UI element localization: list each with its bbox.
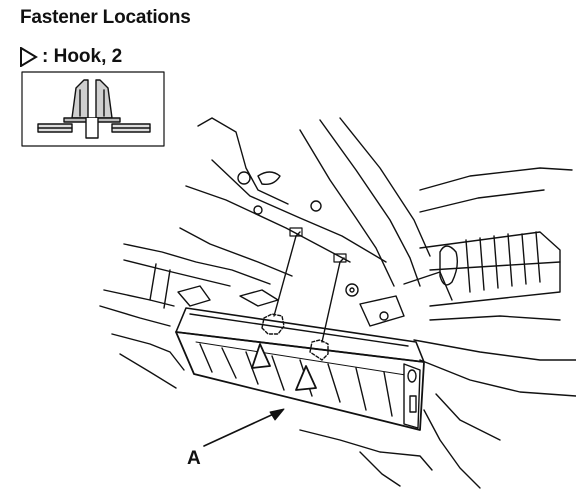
legend-label: : Hook, 2 <box>42 46 123 67</box>
page-title: Fastener Locations <box>20 7 191 28</box>
vehicle-frame <box>99 117 576 489</box>
exhaust-pipe <box>419 231 561 307</box>
hollow-triangle-icon <box>20 47 38 67</box>
hook-detail-inset <box>21 71 165 147</box>
callout-arrow-a <box>203 408 285 447</box>
fastener-legend: : Hook, 2 <box>20 45 122 69</box>
hook-cross-section <box>37 79 151 139</box>
hook-marker-triangle <box>295 365 317 391</box>
air-guide-component-a <box>175 231 425 431</box>
callout-label-a: A <box>187 448 201 469</box>
hook-marker-triangle <box>251 343 271 369</box>
